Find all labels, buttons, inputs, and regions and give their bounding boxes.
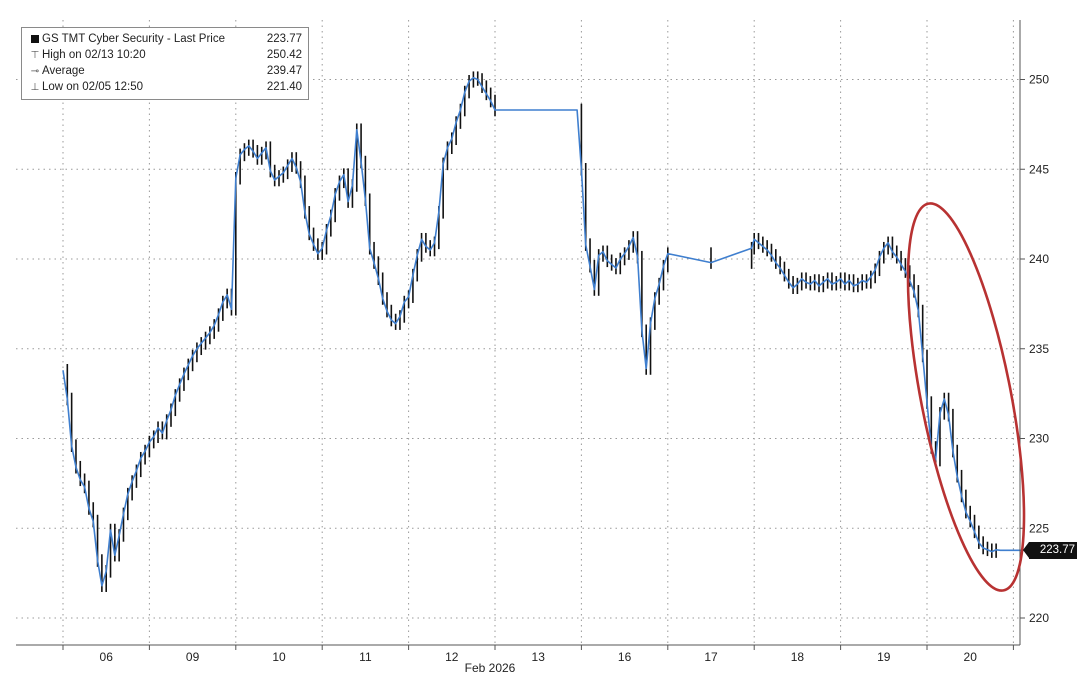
legend-title: GS TMT Cyber Security - Last Price (42, 33, 225, 45)
highlight-ellipse (906, 202, 1026, 592)
y-tick-label: 245 (1029, 162, 1049, 176)
annotations (906, 202, 1026, 592)
y-tick-label: 225 (1029, 521, 1049, 535)
legend-row-low: ⊥ Low on 02/05 12:50 221.40 (22, 80, 308, 95)
average-marker-icon: ⊸ (30, 66, 40, 77)
y-tick-label: 230 (1029, 432, 1049, 446)
x-tick-label: 16 (618, 650, 632, 664)
series-square-icon (28, 33, 42, 46)
ohlc-bars (66, 71, 997, 592)
last-price-tag: 223.77 (1023, 542, 1077, 559)
legend-row-high: ⊤ High on 02/13 10:20 250.42 (22, 48, 308, 63)
legend-high-label: High on 02/13 10:20 (42, 49, 146, 61)
legend-average-label: Average (42, 65, 85, 77)
x-tick-label: 10 (272, 650, 286, 664)
y-tick-label: 220 (1029, 611, 1049, 625)
grid-lines (16, 20, 1020, 645)
low-marker-icon: ⊥ (30, 82, 40, 93)
x-axis-label: Feb 2026 (465, 661, 516, 675)
x-tick-label: 06 (100, 650, 114, 664)
x-tick-label: 11 (359, 650, 372, 664)
x-tick-label: 18 (791, 650, 805, 664)
legend-average-value: 239.47 (266, 65, 302, 77)
x-tick-label: 17 (704, 650, 718, 664)
legend-last-price: 223.77 (266, 33, 302, 45)
chart-legend: GS TMT Cyber Security - Last Price 223.7… (21, 27, 309, 100)
y-tick-label: 250 (1029, 73, 1049, 87)
high-marker-icon: ⊤ (30, 50, 40, 61)
y-tick-label: 240 (1029, 252, 1049, 266)
price-line (62, 76, 1074, 587)
price-series (62, 76, 1074, 587)
x-tick-label: 09 (186, 650, 200, 664)
axes: 220 225 230 235 240 245 250 06 09 10 11 12 13 16 17 18 1… (16, 20, 1049, 664)
legend-low-value: 221.40 (266, 81, 302, 93)
y-tick-label: 235 (1029, 342, 1049, 356)
legend-high-value: 250.42 (266, 49, 302, 61)
x-tick-label: 13 (532, 650, 546, 664)
x-tick-label: 19 (877, 650, 891, 664)
legend-row-average: ⊸ Average 239.47 (22, 64, 308, 79)
legend-row-last-price: GS TMT Cyber Security - Last Price 223.7… (22, 32, 308, 47)
legend-low-label: Low on 02/05 12:50 (42, 81, 144, 93)
x-tick-label: 20 (964, 650, 978, 664)
x-tick-label: 12 (445, 650, 459, 664)
